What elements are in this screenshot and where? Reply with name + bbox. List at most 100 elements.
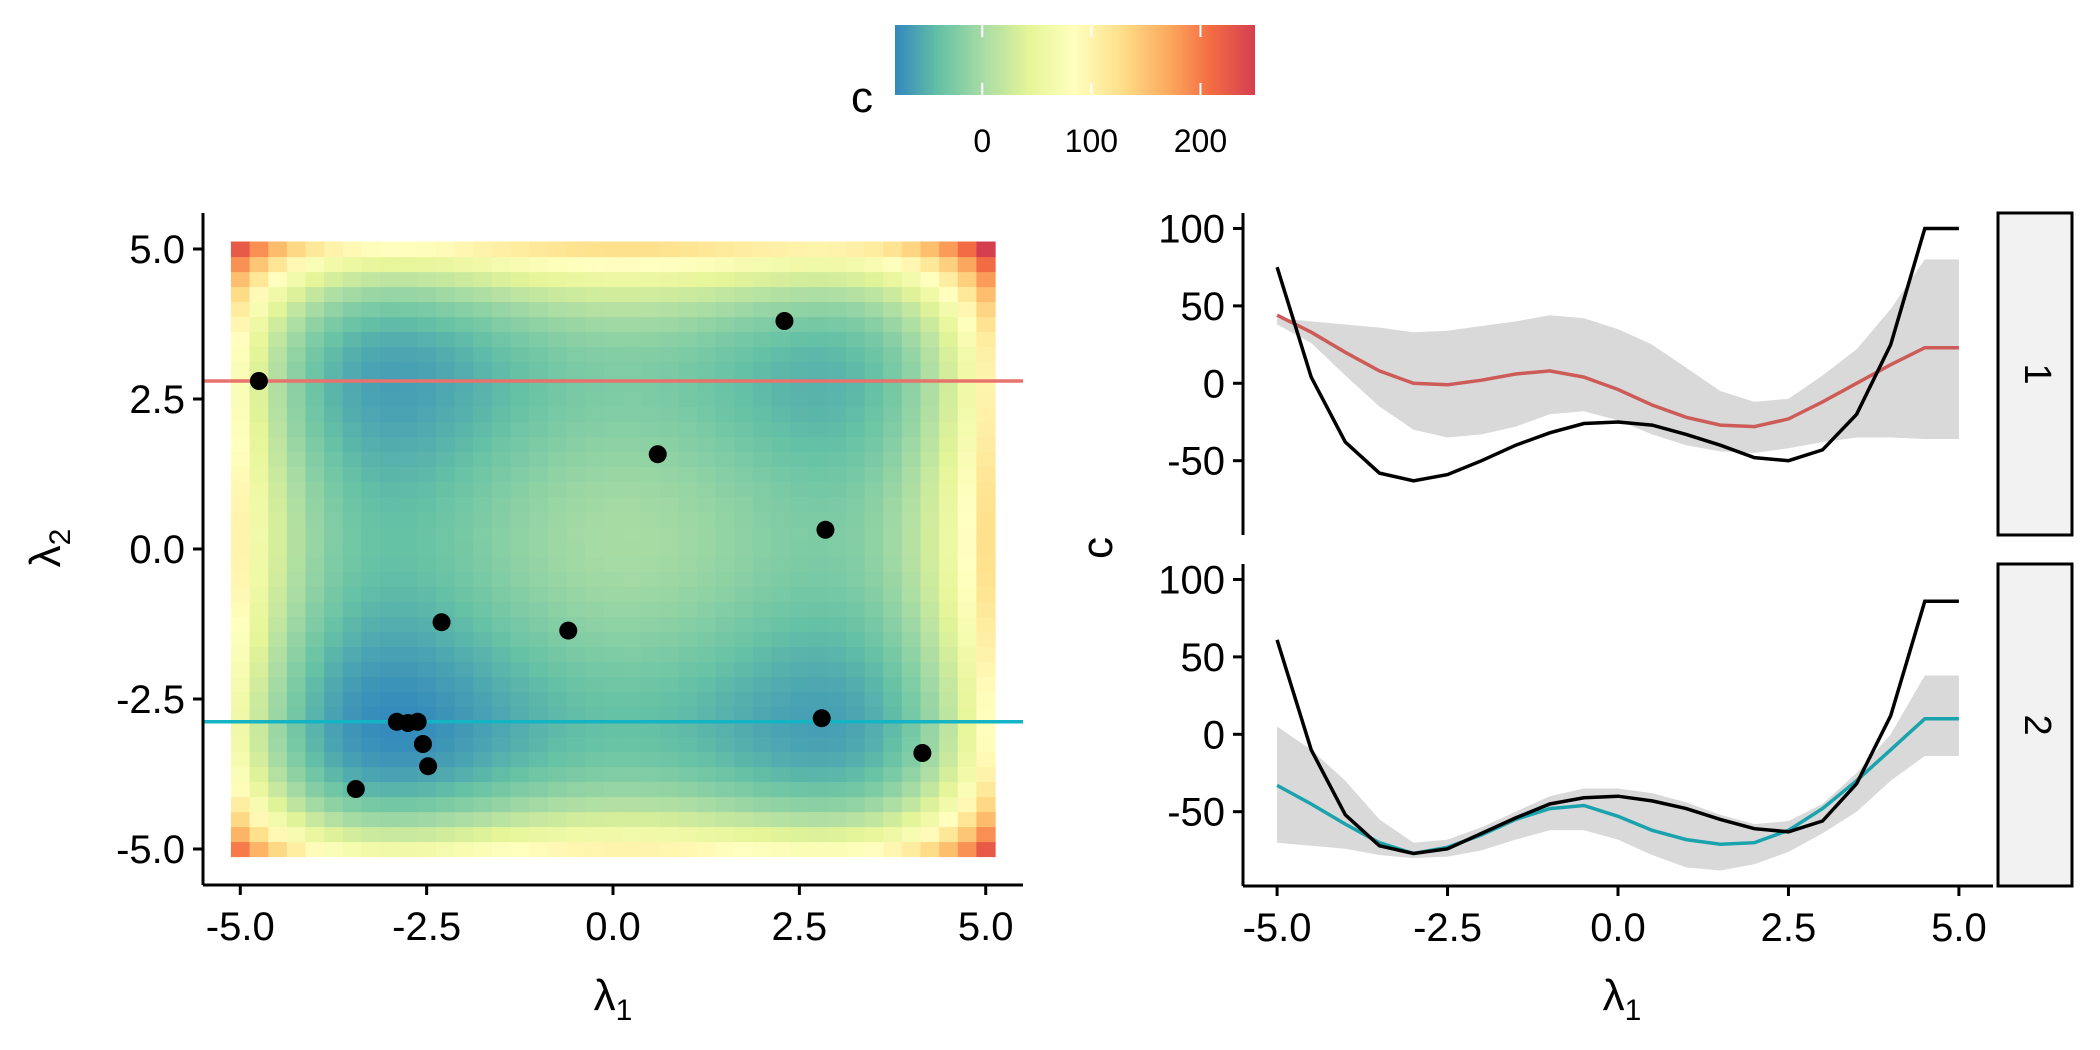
heatmap-cell [771, 586, 791, 603]
heatmap-cell [529, 751, 549, 768]
x-tick-label: 0.0 [585, 905, 641, 949]
heatmap-cell [696, 406, 717, 423]
heatmap-cell [920, 271, 940, 288]
heatmap-cell [790, 616, 810, 633]
heatmap-cell [435, 451, 456, 468]
heatmap-cell [585, 526, 605, 543]
heatmap-cell [920, 451, 940, 468]
heatmap-cell [491, 766, 512, 783]
heatmap-cell [547, 361, 568, 378]
heatmap-cell [827, 286, 847, 303]
heatmap-cell [417, 421, 437, 438]
heatmap-cell [771, 601, 791, 618]
heatmap-cell [454, 571, 474, 588]
heatmap-cell [566, 811, 586, 828]
sample-point [408, 712, 427, 731]
heatmap-cell [380, 496, 400, 513]
heatmap-cell [268, 256, 288, 273]
heatmap-cell [249, 676, 269, 693]
heatmap-cell [939, 406, 959, 423]
heatmap-cell [324, 496, 344, 513]
heatmap-cell [790, 496, 810, 513]
heatmap-cell [864, 271, 884, 288]
heatmap-cell [510, 241, 530, 258]
heatmap-cell [585, 316, 605, 333]
heatmap-cell [827, 616, 847, 633]
legend-title: c [851, 73, 873, 122]
heatmap-cell [771, 526, 791, 543]
heatmap-cell [510, 316, 530, 333]
colorbar-legend: c 0 100 200 [851, 25, 1255, 159]
heatmap-cell [361, 826, 381, 843]
heatmap-cell [268, 421, 288, 438]
heatmap-cell [547, 646, 568, 663]
heatmap-cell [491, 376, 512, 393]
heatmap-cell [286, 646, 307, 663]
heatmap-cell [380, 466, 400, 483]
heatmap-cell [920, 661, 940, 678]
heatmap-cell [864, 736, 884, 753]
heatmap-cell [715, 796, 735, 813]
x-tick-label: 5.0 [958, 905, 1014, 949]
heatmap-cell [435, 676, 456, 693]
heatmap-cell [473, 256, 493, 273]
heatmap-cell [230, 676, 251, 693]
sample-point [648, 445, 667, 464]
heatmap-cell [957, 706, 978, 723]
heatmap-cell [398, 841, 418, 858]
heatmap-cell [715, 646, 735, 663]
heatmap-cell [305, 421, 325, 438]
heatmap-cell [659, 286, 679, 303]
heatmap-cell [715, 661, 735, 678]
heatmap-cell [491, 841, 512, 858]
mean-series-line [1276, 313, 1959, 429]
heatmap-cell [957, 526, 978, 543]
heatmap-cell [603, 511, 623, 528]
heatmap-cell [845, 706, 866, 723]
heatmap-cell [249, 421, 269, 438]
heatmap-cell [771, 556, 791, 573]
heatmap-cell [696, 676, 717, 693]
heatmap-cell [715, 541, 735, 558]
heatmap-cell [230, 466, 251, 483]
heatmap-cell [286, 601, 307, 618]
heatmap-cell [380, 616, 400, 633]
heatmap-cell [603, 316, 623, 333]
heatmap-cell [510, 496, 530, 513]
heatmap-cell [473, 811, 493, 828]
heatmap-cell [435, 511, 456, 528]
heatmap-cell [510, 451, 530, 468]
heatmap-cell [342, 421, 363, 438]
heatmap-cell [249, 466, 269, 483]
heatmap-cell [286, 511, 307, 528]
heatmap-cell [510, 676, 530, 693]
heatmap-cell [734, 391, 754, 408]
heatmap-cell [380, 841, 400, 858]
heatmap-cell [435, 361, 456, 378]
heatmap-cell [920, 631, 940, 648]
heatmap-cell [380, 361, 400, 378]
heatmap-cell [380, 346, 400, 363]
heatmap-cell [939, 301, 959, 318]
heatmap-cell [435, 736, 456, 753]
heatmap-cell [249, 346, 269, 363]
heatmap-cell [901, 361, 922, 378]
heatmap-cell [454, 616, 474, 633]
heatmap-cell [268, 286, 288, 303]
heatmap-cell [324, 316, 344, 333]
heatmap-cell [678, 721, 698, 738]
sample-point [812, 709, 831, 728]
heatmap-cell [230, 256, 251, 273]
heatmap-cell [305, 241, 325, 258]
colorbar-ticks: 0 100 200 [973, 25, 1227, 159]
heatmap-cell [547, 241, 568, 258]
heatmap-cell [324, 331, 344, 348]
heatmap-cell [827, 406, 847, 423]
heatmap-cell [529, 616, 549, 633]
heatmap-cell [845, 601, 866, 618]
heatmap-cell [510, 766, 530, 783]
heatmap-cell [883, 391, 903, 408]
heatmap-cell [901, 526, 922, 543]
heatmap-cell [920, 586, 940, 603]
heatmap-cell [678, 646, 698, 663]
